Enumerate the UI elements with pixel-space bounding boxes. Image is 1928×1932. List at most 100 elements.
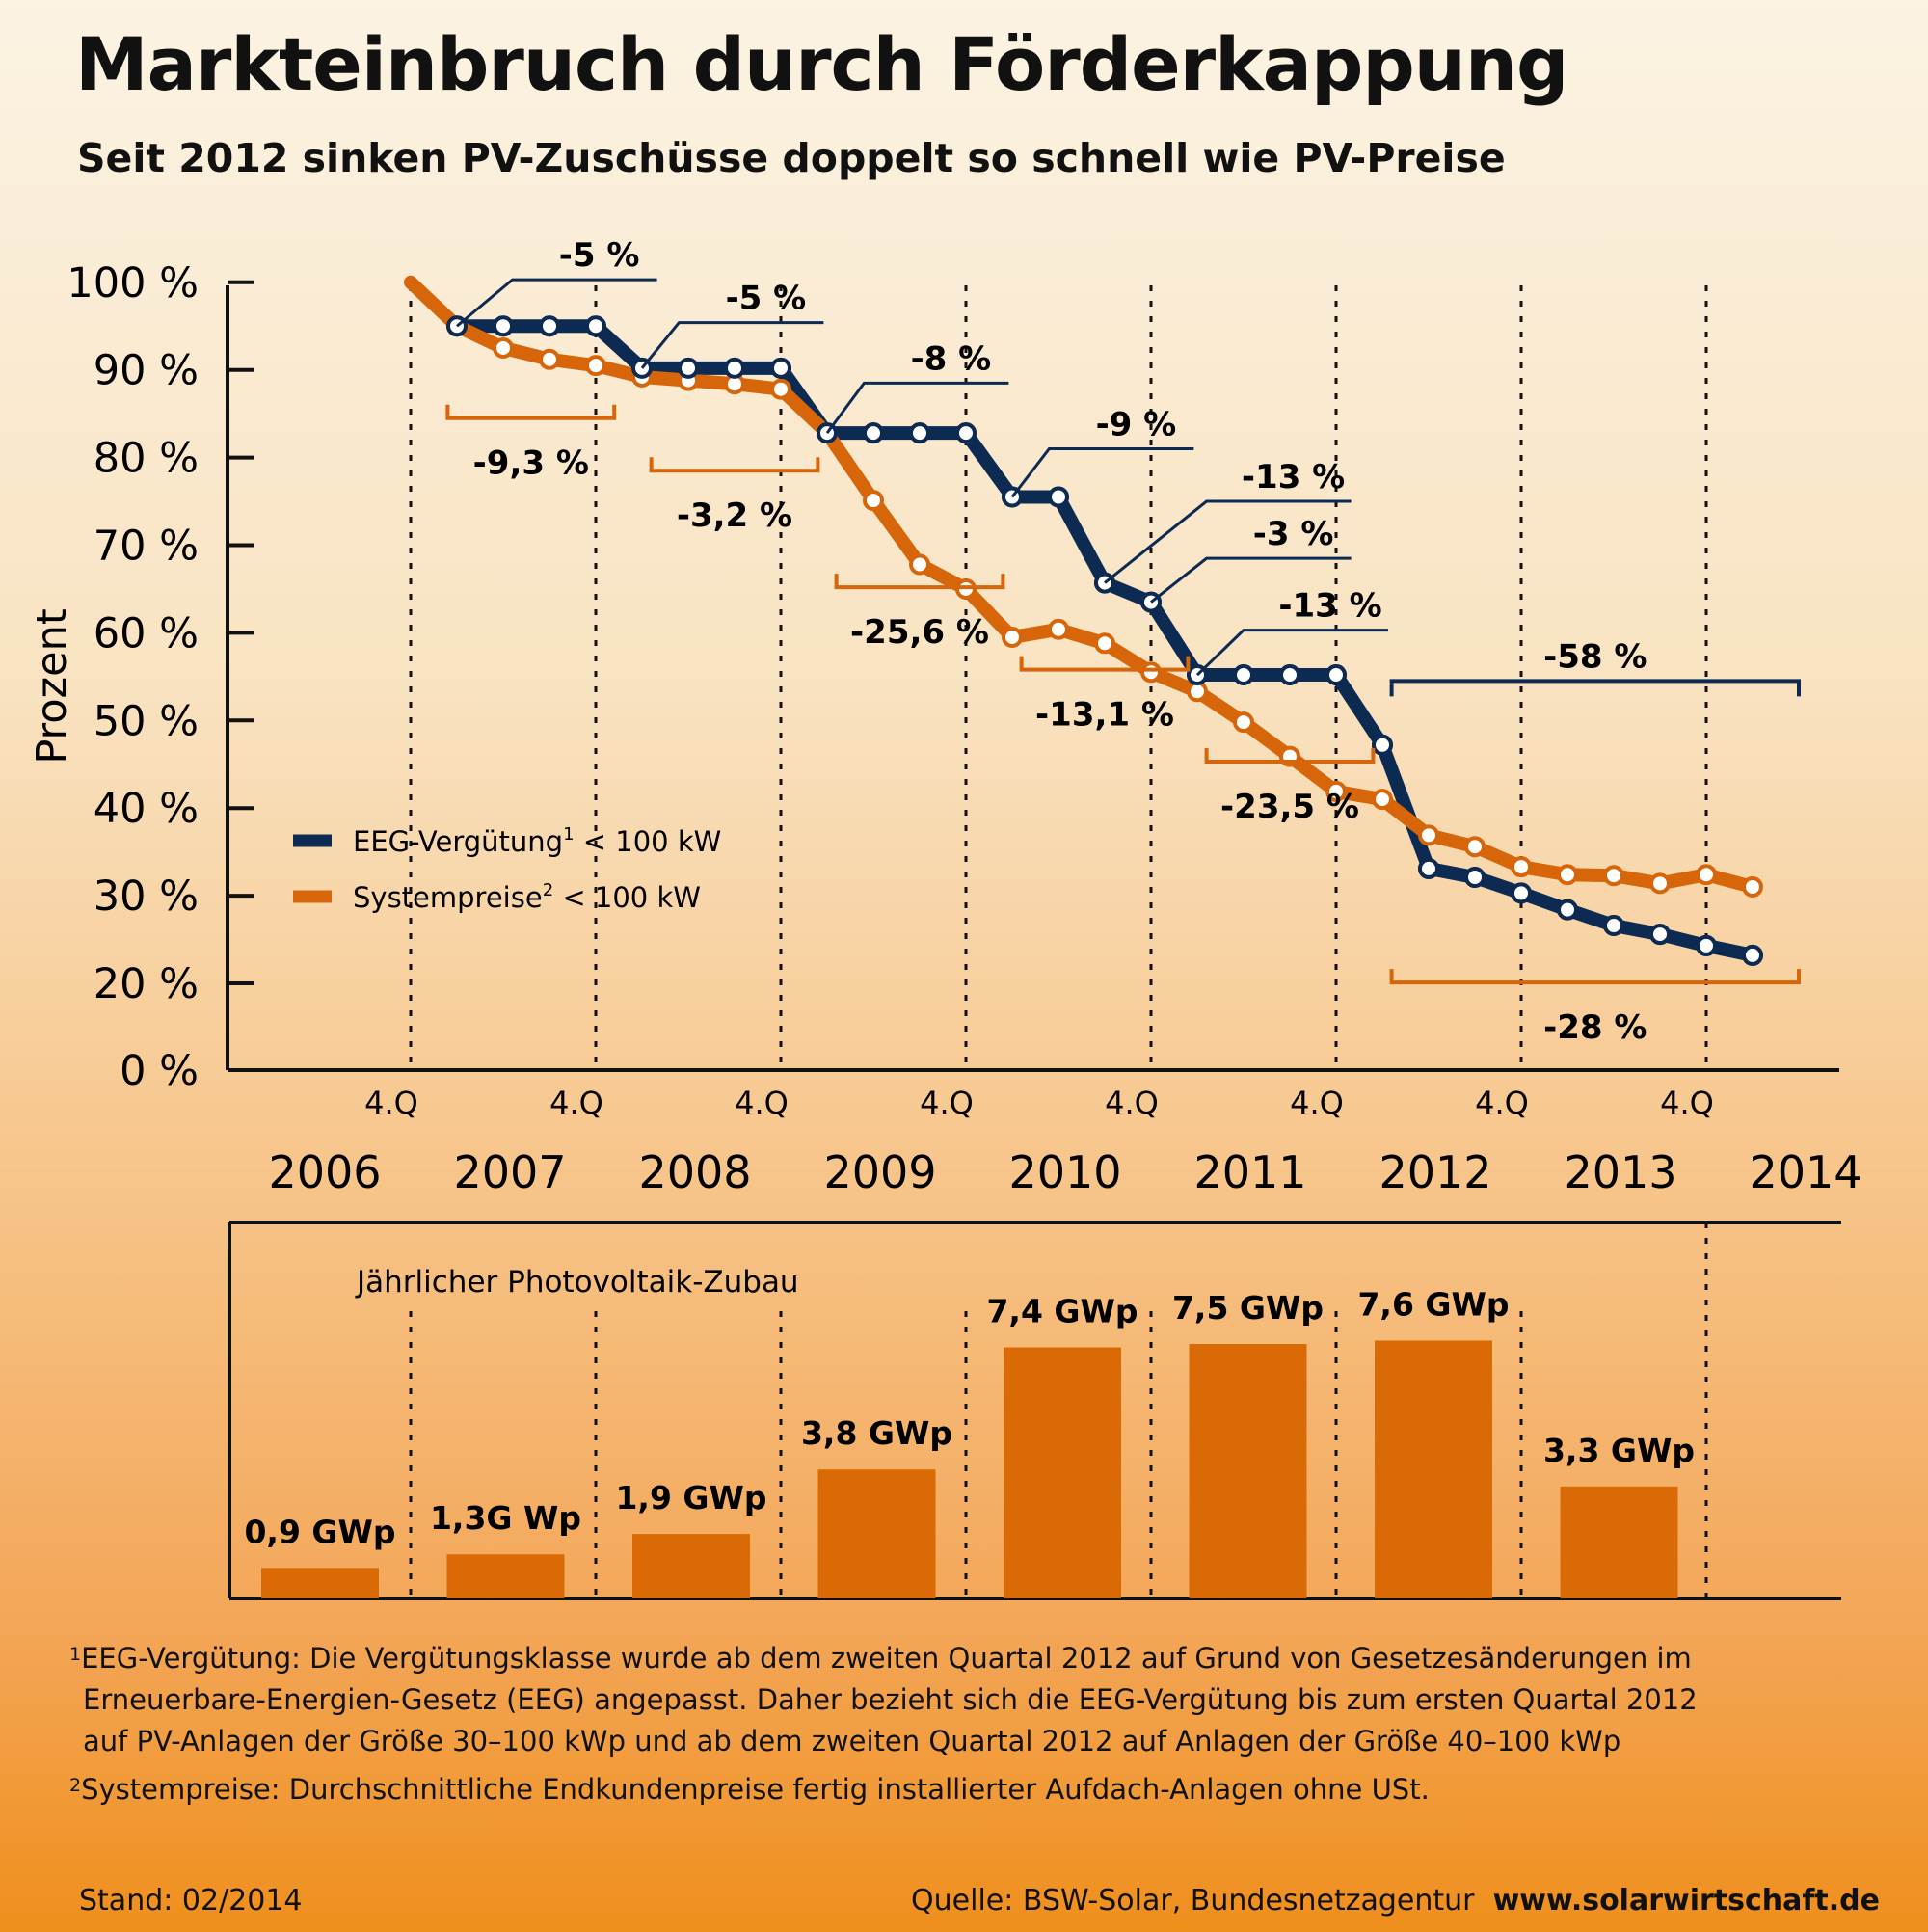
quarter-label-4: 4.Q (1105, 1085, 1159, 1121)
bar-2012 (1375, 1340, 1492, 1598)
eeg-leader-5 (1150, 556, 1352, 604)
eeg-marker-top-2 (539, 315, 560, 337)
eeg-marker-top-6 (724, 357, 745, 379)
footnote-1-text: EEG-Vergütung: Die Vergütungsklasse wurd… (81, 1642, 1692, 1675)
series-1-point-16 (1140, 661, 1162, 684)
system-annotation-3: -13,1 % (1035, 696, 1174, 735)
system-annotation-4: -23,5 % (1220, 788, 1359, 826)
footnote-2-text: Systempreise: Durchschnittliche Endkunde… (81, 1773, 1430, 1806)
year-label-2006: 2006 (268, 1146, 381, 1198)
series-1-point-8 (770, 378, 791, 400)
series-1-point-10 (863, 490, 884, 512)
eeg-marker-top-10 (909, 422, 930, 444)
eeg-marker-top-1 (493, 315, 514, 337)
website-link[interactable]: www.solarwirtschaft.de (1492, 1884, 1880, 1918)
bar-label-2012: 7,6 GWp (1357, 1285, 1509, 1323)
eeg-annotation-0: -5 % (559, 236, 640, 275)
y-axis-label: Prozent (28, 608, 76, 764)
series-1-point-25 (1557, 864, 1578, 886)
system-bracket-5 (1389, 969, 1801, 985)
bar-chart-title: Jährlicher Photovoltaik-Zubau (355, 1265, 799, 1300)
quarter-label-2: 4.Q (735, 1085, 789, 1121)
footnote-1-line-2: Erneuerbare-Energien-Gesetz (EEG) angepa… (83, 1683, 1698, 1716)
series-1-point-3 (539, 348, 560, 370)
series-1-point-22 (1418, 824, 1439, 846)
system-bracket-1 (649, 457, 820, 473)
y-tick-label-70: 70 % (94, 523, 199, 571)
system-bracket-4 (1204, 748, 1376, 765)
eeg-annotation-4: -13 % (1242, 458, 1345, 496)
series-1-point-27 (1649, 872, 1671, 895)
eeg-leader-0 (456, 278, 657, 328)
legend-label-0: EEG-Vergütung1 < 100 kW (353, 824, 721, 858)
eeg-marker-top-18 (1279, 664, 1300, 686)
eeg-marker-top-20 (1372, 734, 1393, 756)
series-1-point-2 (493, 336, 514, 359)
footnote-2: 2Systempreise: Durchschnittliche Endkund… (69, 1770, 1430, 1810)
year-label-2007: 2007 (453, 1146, 566, 1198)
y-tick-label-60: 60 % (94, 609, 199, 657)
series-1-point-14 (1048, 618, 1069, 640)
eeg-leader-6 (1195, 629, 1388, 677)
eeg-marker-top-26 (1649, 924, 1671, 946)
bar-label-2011: 7,5 GWp (1172, 1289, 1324, 1327)
eeg-marker-top-21 (1418, 857, 1439, 879)
footnote-2-sup: 2 (69, 1775, 82, 1796)
footnote-1-sup: 1 (69, 1644, 82, 1665)
eeg-annotation-5: -3 % (1253, 515, 1334, 553)
series-1-point-28 (1696, 864, 1717, 886)
year-label-2010: 2010 (1008, 1146, 1121, 1198)
year-label-2008: 2008 (638, 1146, 751, 1198)
eeg-leader-2 (825, 381, 1009, 435)
eeg-marker-top-23 (1511, 882, 1532, 904)
eeg-leader-3 (1010, 447, 1194, 498)
y-tick-label-90: 90 % (94, 347, 199, 395)
footnote-1: 1EEG-Vergütung: Die Vergütungsklasse wur… (69, 1639, 1692, 1678)
year-label-2014: 2014 (1749, 1146, 1861, 1198)
y-tick-label-50: 50 % (94, 697, 199, 745)
series-1-point-20 (1326, 780, 1347, 802)
year-label-2012: 2012 (1379, 1146, 1491, 1198)
quarter-label-6: 4.Q (1475, 1085, 1529, 1121)
series-1-point-24 (1511, 856, 1532, 878)
y-tick-label-30: 30 % (94, 872, 199, 921)
system-bracket-2 (834, 574, 1005, 590)
series-1-point-11 (909, 553, 930, 576)
eeg-leader-1 (640, 321, 824, 369)
quarter-label-0: 4.Q (364, 1085, 418, 1121)
bar-2010 (1004, 1347, 1121, 1598)
eeg-marker-top-27 (1696, 934, 1717, 956)
series-1-point-26 (1603, 865, 1624, 887)
eeg-marker-top-24 (1557, 899, 1578, 921)
source-line: Quelle: BSW-Solar, Bundesnetzagentur www… (911, 1884, 1880, 1918)
eeg-marker-top-13 (1048, 486, 1069, 508)
system-annotation-2: -25,6 % (850, 613, 989, 652)
chart-title: Markteinbruch durch Förderkappung (75, 21, 1568, 107)
eeg-leader-4 (1104, 499, 1352, 584)
system-annotation-0: -9,3 % (473, 444, 589, 483)
chart-subtitle: Seit 2012 sinken PV-Zuschüsse doppelt so… (77, 135, 1506, 181)
system-annotation-1: -3,2 % (677, 496, 792, 535)
system-annotation-5: -28 % (1543, 1008, 1647, 1047)
eeg-marker-top-3 (585, 315, 606, 337)
eeg-annotation-2: -8 % (911, 339, 992, 378)
bar-2013 (1560, 1486, 1678, 1598)
quarter-label-3: 4.Q (920, 1085, 974, 1121)
bar-label-2013: 3,3 GWp (1543, 1432, 1695, 1469)
bar-label-2007: 1,3G Wp (430, 1499, 581, 1537)
chart-canvas: 0 % 20 % 30 % 40 % 50 % 60 % 70 % 80 % 90 % 100 %… (28, 236, 1862, 1600)
bar-label-2010: 7,4 GWp (986, 1293, 1138, 1330)
bar-2008 (632, 1534, 750, 1598)
eeg-marker-top-22 (1464, 867, 1486, 889)
eeg-annotation-1: -5 % (726, 280, 807, 318)
eeg-annotation-6: -13 % (1278, 587, 1381, 626)
system-bracket-3 (1019, 656, 1191, 672)
eeg-marker-top-28 (1742, 944, 1763, 966)
eeg-marker-top-7 (770, 357, 791, 379)
quarter-label-5: 4.Q (1290, 1085, 1344, 1121)
eeg-marker-top-9 (863, 422, 884, 444)
eeg-marker-top-25 (1603, 915, 1624, 937)
stand-date: Stand: 02/2014 (79, 1884, 303, 1918)
eeg-marker-top-17 (1233, 664, 1254, 686)
legend-label-1: Systempreise2 < 100 kW (353, 880, 701, 914)
